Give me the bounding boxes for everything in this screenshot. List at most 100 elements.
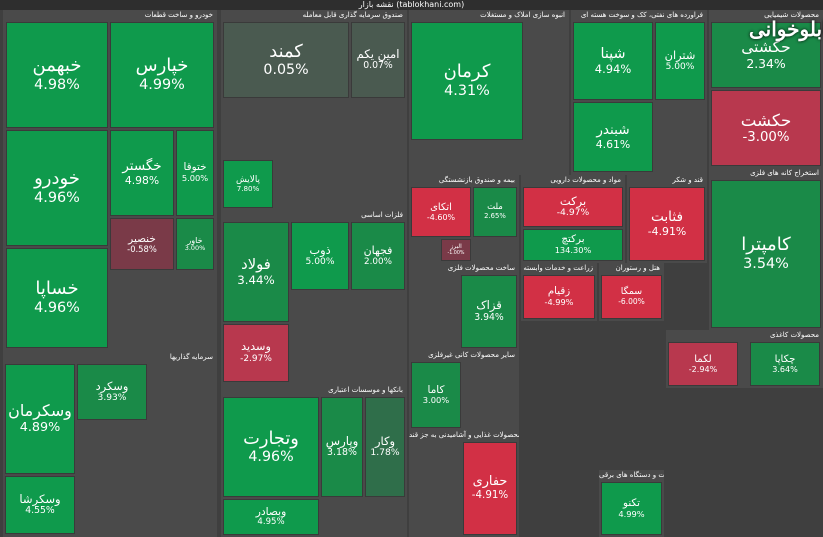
stock-tile[interactable]: خودرو 4.96% xyxy=(6,130,108,246)
stock-change: -1.00% xyxy=(447,250,465,256)
stock-change: -6.00% xyxy=(618,297,645,307)
stock-change: 4.89% xyxy=(19,419,61,435)
sector-title: هتل و رستوران xyxy=(615,264,660,272)
sector-4: محصولات شیمیایی حکشتی 2.34% حکشت -3.00% xyxy=(709,10,823,168)
stock-symbol: حکشت xyxy=(740,110,792,130)
sector-8: فلزات اساسی فولاد 3.44% ذوب 5.00% فجهان 2.00% و… xyxy=(221,210,407,385)
stock-symbol: وتجارت xyxy=(243,427,299,449)
stock-tile[interactable]: وسدید -2.97% xyxy=(223,324,289,382)
stock-symbol: امین یکم xyxy=(356,46,400,61)
stock-symbol: حفاری xyxy=(472,474,508,490)
stock-tile[interactable]: حفاری -4.91% xyxy=(463,442,517,535)
stock-change: -4.97% xyxy=(556,207,590,219)
stock-change: 7.80% xyxy=(236,184,260,194)
stock-symbol: وسکرشا xyxy=(19,492,61,507)
stock-tile[interactable]: وکار 1.78% xyxy=(365,397,405,497)
stock-symbol: شتران xyxy=(664,48,696,63)
stock-change: 3.44% xyxy=(237,272,275,287)
stock-tile[interactable]: زقیام -4.99% xyxy=(523,275,595,319)
stock-symbol: فجهان xyxy=(363,243,393,257)
stock-symbol: ختوقا xyxy=(183,161,207,174)
stock-change: 5.00% xyxy=(305,257,335,268)
sector-1: صندوق سرمایه گذاری قابل معامله کمند 0.05% ا… xyxy=(221,10,407,210)
stock-tile[interactable]: ذوب 5.00% xyxy=(291,222,349,290)
stock-symbol: حکشتی xyxy=(741,37,791,56)
stock-change: -2.97% xyxy=(240,354,272,365)
stock-change: 3.93% xyxy=(97,393,127,404)
stock-tile[interactable]: البرز -1.00% xyxy=(441,239,471,261)
stock-symbol: ملت xyxy=(487,202,503,213)
stock-tile[interactable]: تکنو 4.99% xyxy=(601,482,662,535)
sector-title: خودرو و ساخت قطعات xyxy=(144,11,213,19)
sector-title: بیمه و صندوق بازنشستگی xyxy=(438,176,515,184)
sector-title: محصولات شیمیایی xyxy=(764,11,819,19)
stock-symbol: وسدید xyxy=(241,340,271,354)
stock-tile[interactable]: حکشتی 2.34% xyxy=(711,22,821,88)
stock-tile[interactable]: خپارس 4.99% xyxy=(110,22,214,128)
stock-symbol: خبهمن xyxy=(32,55,82,77)
stock-tile[interactable]: حکشت -3.00% xyxy=(711,90,821,166)
sector-title: بانکها و موسسات اعتباری xyxy=(328,386,403,394)
stock-symbol: قزاک xyxy=(476,298,502,313)
stock-change: 3.54% xyxy=(743,256,789,273)
stock-change: -4.91% xyxy=(647,224,687,238)
stock-symbol: کامپترا xyxy=(741,234,791,256)
stock-symbol: چکاپا xyxy=(774,353,796,365)
stock-change: 2.65% xyxy=(484,211,506,220)
stock-tile[interactable]: برکتچ 134.30% xyxy=(523,229,623,261)
map-title: نقشه بازار (tablokhani.com) xyxy=(0,0,823,10)
stock-tile[interactable]: کرمان 4.31% xyxy=(411,22,523,140)
stock-tile[interactable]: کامپترا 3.54% xyxy=(711,180,821,328)
sector-11: زراعت و خدمات وابسته زقیام -4.99% xyxy=(521,263,597,321)
stock-change: 3.00% xyxy=(184,243,206,252)
stock-tile[interactable]: وسکرمان 4.89% xyxy=(5,364,75,474)
stock-tile[interactable]: وسکرد 3.93% xyxy=(77,364,147,420)
stock-tile[interactable]: ختوقا 5.00% xyxy=(176,130,214,216)
stock-change: 4.99% xyxy=(618,508,645,519)
stock-tile[interactable]: خگستر 4.98% xyxy=(110,130,174,216)
sector-title: انبوه سازی املاک و مستغلات xyxy=(480,11,565,19)
stock-change: 4.98% xyxy=(34,77,80,94)
stock-tile[interactable]: چکاپا 3.64% xyxy=(750,342,820,386)
stock-tile[interactable]: کمند 0.05% xyxy=(223,22,349,98)
stock-symbol: خگستر xyxy=(122,158,162,175)
stock-tile[interactable]: فولاد 3.44% xyxy=(223,222,289,322)
stock-tile[interactable]: وبصادر 4.95% xyxy=(223,499,319,535)
stock-tile[interactable]: ملت 2.65% xyxy=(473,187,517,237)
stock-symbol: وسکرد xyxy=(95,379,129,394)
sector-title: سرمایه گذاریها xyxy=(169,353,213,361)
stock-tile[interactable]: خساپا 4.96% xyxy=(6,248,108,348)
stock-change: 3.18% xyxy=(327,447,357,459)
stock-tile[interactable]: خبهمن 4.98% xyxy=(6,22,108,128)
stock-tile[interactable]: وسکرشا 4.55% xyxy=(5,476,75,534)
stock-tile[interactable]: شبندر 4.61% xyxy=(573,102,653,172)
stock-tile[interactable]: فجهان 2.00% xyxy=(351,222,405,290)
stock-tile[interactable]: خاور 3.00% xyxy=(176,218,214,270)
sector-title: صندوق سرمایه گذاری قابل معامله xyxy=(302,11,403,19)
sector-title: فلزات اساسی xyxy=(361,211,403,219)
stock-tile[interactable]: امین یکم 0.07% xyxy=(351,22,405,98)
sector-3: فراورده های نفتی، کک و سوخت هسته ای شپنا 4… xyxy=(571,10,707,175)
stock-tile[interactable]: سمگا -6.00% xyxy=(601,275,662,319)
sector-title: قند و شکر xyxy=(672,176,703,184)
stock-change: 3.64% xyxy=(772,365,798,375)
sector-title: استخراج کانه های فلزی xyxy=(750,169,819,177)
sector-14: محصولات کاغذی لکما -2.94% چکاپا 3.64% xyxy=(666,330,823,388)
stock-tile[interactable]: لکما -2.94% xyxy=(668,342,738,386)
stock-tile[interactable]: خنصیر -0.58% xyxy=(110,218,174,270)
stock-tile[interactable]: برکت -4.97% xyxy=(523,187,623,227)
sector-6: مواد و محصولات دارویی برکت -4.97% برکتچ 134.… xyxy=(521,175,625,263)
stock-change: 2.00% xyxy=(364,257,392,268)
stock-tile[interactable]: وپارس 3.18% xyxy=(321,397,363,497)
stock-tile[interactable]: اتکای -4.60% xyxy=(411,187,471,237)
stock-tile[interactable]: وتجارت 4.96% xyxy=(223,397,319,497)
stock-tile[interactable]: کاما 3.00% xyxy=(411,362,461,428)
stock-tile[interactable]: فثابت -4.91% xyxy=(629,187,705,261)
stock-change: 4.55% xyxy=(25,505,55,517)
stock-change: 3.00% xyxy=(422,395,450,406)
stock-tile[interactable]: پالایش 7.80% xyxy=(223,160,273,208)
stock-symbol: وبصادر xyxy=(255,504,287,518)
stock-tile[interactable]: قزاک 3.94% xyxy=(461,275,517,348)
stock-tile[interactable]: شتران 5.00% xyxy=(655,22,705,100)
stock-tile[interactable]: شپنا 4.94% xyxy=(573,22,653,100)
